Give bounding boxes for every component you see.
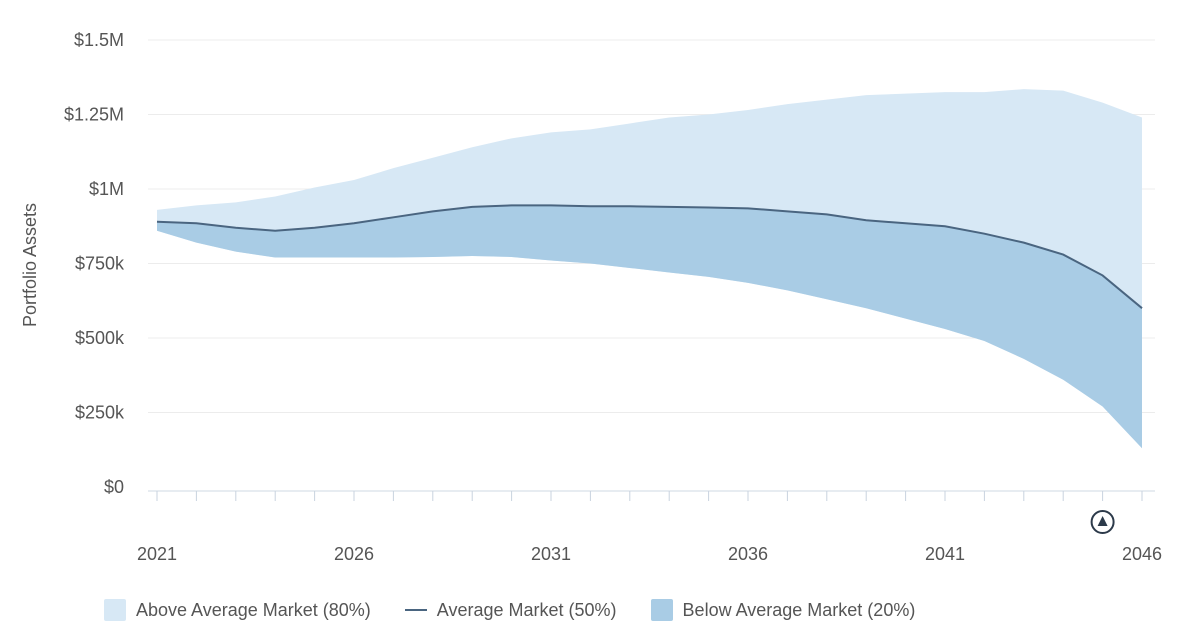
legend-swatch-below xyxy=(650,599,673,621)
y-tick-label: $1M xyxy=(89,179,124,199)
legend-item-average[interactable]: Average Market (50%) xyxy=(404,599,617,621)
x-axis: 2021 2026 2031 2036 2041 2046 xyxy=(137,490,1162,564)
up-arrow-circle-icon[interactable] xyxy=(1090,510,1115,534)
y-axis-title: Portfolio Assets xyxy=(20,203,40,327)
x-tick-label: 2031 xyxy=(531,544,571,564)
y-tick-label: $750k xyxy=(75,254,125,274)
legend: Above Average Market (80%) Average Marke… xyxy=(104,594,949,626)
x-tick-label: 2036 xyxy=(728,544,768,564)
area-layer xyxy=(157,89,1142,449)
legend-label-below: Below Average Market (20%) xyxy=(682,599,916,620)
y-tick-label: $0 xyxy=(104,477,124,497)
y-axis: $0 $250k $500k $750k $1M $1.25M $1.5M xyxy=(64,30,125,497)
legend-label-above: Above Average Market (80%) xyxy=(136,599,371,620)
legend-item-below[interactable]: Below Average Market (20%) xyxy=(650,599,916,621)
line-average-market xyxy=(156,204,1143,309)
y-tick-label: $1.5M xyxy=(74,30,124,50)
line-layer xyxy=(156,204,1143,309)
y-tick-label: $250k xyxy=(75,403,125,423)
y-tick-label: $500k xyxy=(75,328,125,348)
legend-line-average xyxy=(404,609,427,611)
x-tick-label: 2026 xyxy=(334,544,374,564)
x-tick-label: 2021 xyxy=(137,544,177,564)
legend-swatch-above xyxy=(104,599,126,621)
marker-arrow xyxy=(1097,516,1108,526)
legend-item-above[interactable]: Above Average Market (80%) xyxy=(104,599,371,621)
area-below-average-market xyxy=(157,205,1142,449)
legend-label-average: Average Market (50%) xyxy=(436,599,617,620)
y-tick-label: $1.25M xyxy=(64,105,124,125)
x-tick-label: 2046 xyxy=(1122,544,1162,564)
x-tick-label: 2041 xyxy=(925,544,965,564)
